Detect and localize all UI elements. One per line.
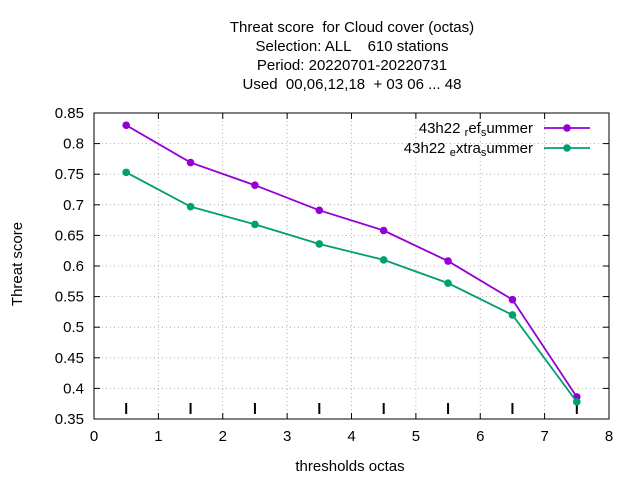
data-point xyxy=(251,220,259,229)
data-point xyxy=(508,311,517,319)
x-tick-label: 3 xyxy=(283,428,291,445)
x-tick-label: 8 xyxy=(605,428,613,445)
y-tick-label: 0.35 xyxy=(55,411,84,428)
series-1 xyxy=(122,121,581,401)
x-tick-label: 7 xyxy=(540,428,548,445)
data-point xyxy=(444,279,452,287)
data-point xyxy=(315,206,324,215)
series-line xyxy=(125,171,578,403)
x-tick-label: 1 xyxy=(154,428,162,445)
axis-ticks: 0 1 2 3 4 5 6 7 8 0.35 0.4 0.45 0.5 0.55 0.6 0.65 0.7 0.7… xyxy=(55,105,613,445)
title-line: Selection: ALL 610 stations xyxy=(256,38,449,55)
y-tick-label: 0.65 xyxy=(55,227,84,244)
title-line: Threat score for Cloud cover (octas) xyxy=(230,19,474,36)
data-point xyxy=(186,202,195,211)
x-axis-label: thresholds octas xyxy=(295,458,404,475)
y-tick-label: 0.85 xyxy=(55,105,84,122)
y-tick-label: 0.45 xyxy=(55,350,84,367)
title-line: Used 00,06,12,18 + 03 06 ... 48 xyxy=(243,76,462,93)
data-point xyxy=(186,158,195,167)
series-2 xyxy=(122,168,581,406)
y-tick-label: 0.55 xyxy=(55,289,84,306)
grid xyxy=(94,113,609,419)
x-tick-label: 0 xyxy=(90,428,98,445)
y-tick-label: 0.75 xyxy=(55,166,84,183)
y-tick-label: 0.4 xyxy=(63,380,84,397)
series-layer xyxy=(122,121,581,406)
bottom-markers xyxy=(125,403,578,414)
data-point xyxy=(508,295,517,304)
x-tick-label: 2 xyxy=(219,428,227,445)
data-point xyxy=(122,168,130,177)
series-line xyxy=(125,124,578,398)
y-axis-label: Threat score xyxy=(9,222,26,306)
y-tick-label: 0.5 xyxy=(63,319,84,336)
data-point xyxy=(315,240,324,248)
legend-swatch-point xyxy=(563,124,571,132)
data-point xyxy=(122,121,130,130)
x-tick-label: 6 xyxy=(476,428,484,445)
legend-label: 43h22 refsummer xyxy=(419,120,533,139)
data-point xyxy=(573,398,581,406)
data-point xyxy=(379,256,388,264)
data-point xyxy=(251,181,259,190)
x-tick-label: 4 xyxy=(347,428,355,445)
data-point xyxy=(444,257,452,265)
legend-label: 43h22 extrasummer xyxy=(404,140,533,159)
data-point xyxy=(379,226,388,235)
x-tick-label: 5 xyxy=(412,428,420,445)
y-tick-label: 0.6 xyxy=(63,258,84,275)
y-tick-label: 0.7 xyxy=(63,197,84,214)
legend-swatch-point xyxy=(563,144,571,152)
chart-title: Threat score for Cloud cover (octas) Sele… xyxy=(230,19,474,93)
title-line: Period: 20220701-20220731 xyxy=(257,57,447,74)
y-tick-label: 0.8 xyxy=(63,136,84,153)
